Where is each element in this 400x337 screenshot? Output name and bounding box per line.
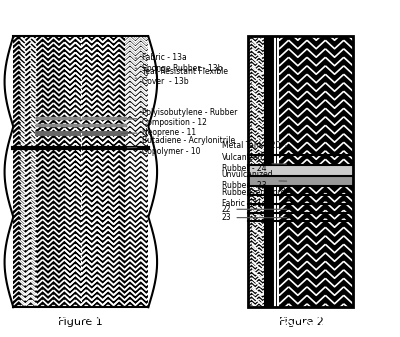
- Text: Figure 2: Figure 2: [279, 317, 324, 327]
- Text: Tear-Resistant Flexible
Cover  - 13b: Tear-Resistant Flexible Cover - 13b: [135, 67, 228, 86]
- Text: 22: 22: [222, 205, 286, 214]
- Bar: [264, 36, 280, 307]
- Text: Vulcanized
Rubber - 24: Vulcanized Rubber - 24: [222, 153, 287, 173]
- Text: Neoprene - 11: Neoprene - 11: [121, 128, 196, 137]
- Bar: [81, 36, 124, 307]
- Bar: [248, 36, 264, 307]
- Text: Rubberized Cord
Fabric - 21: Rubberized Cord Fabric - 21: [222, 188, 289, 208]
- Text: Metal Tank - 20: Metal Tank - 20: [222, 141, 286, 150]
- Bar: [248, 176, 353, 186]
- Text: Unvulcanized
Rubber - 23: Unvulcanized Rubber - 23: [222, 171, 286, 190]
- Bar: [280, 36, 353, 307]
- Text: Figure 1: Figure 1: [58, 317, 103, 327]
- Text: Fabric - 13a: Fabric - 13a: [135, 53, 187, 62]
- Bar: [13, 36, 37, 307]
- Text: 23: 23: [222, 213, 286, 222]
- Text: Sponge Rubber - 13b: Sponge Rubber - 13b: [135, 64, 223, 73]
- Bar: [37, 36, 81, 307]
- Bar: [248, 165, 353, 176]
- Text: Butadiene - Acrylonitrile
Copolymer - 10: Butadiene - Acrylonitrile Copolymer - 10: [127, 136, 236, 156]
- Bar: [248, 36, 353, 307]
- Bar: [124, 36, 148, 307]
- Text: Polyisobutylene - Rubber
Composition - 12: Polyisobutylene - Rubber Composition - 1…: [127, 108, 238, 127]
